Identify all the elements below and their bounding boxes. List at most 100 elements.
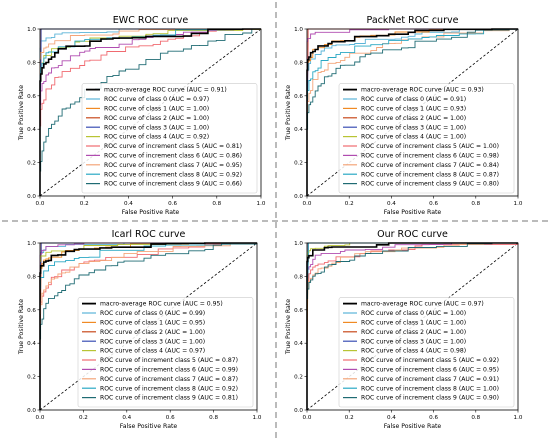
icarl-legend-entry-5: ROC curve of class 4 (AUC = 0.97) — [100, 348, 205, 355]
icarl-y-tick-label: 0.8 — [27, 274, 36, 280]
ewc-plot-frame — [39, 28, 262, 197]
icarl-y-tick-label: 0.2 — [27, 375, 36, 381]
packnet-legend-entry-10: ROC curve of increment class 9 (AUC = 0.… — [361, 181, 499, 188]
ewc-legend-entry-3: ROC curve of class 2 (AUC = 1.00) — [104, 115, 209, 122]
packnet-y-axis-label: True Positive Rate — [285, 85, 292, 141]
icarl-legend: macro-average ROC curve (AUC = 0.95) ROC … — [77, 297, 254, 408]
ewc-roc-line-10 — [39, 28, 261, 196]
ewc-y-tick-label: 0.4 — [27, 127, 36, 133]
ours-x-tick-label: 0.2 — [345, 415, 354, 421]
ewc-x-tick-label: 0.2 — [80, 201, 89, 207]
ewc-y-tick-label: 0.0 — [27, 194, 36, 200]
packnet-legend-entry-5: ROC curve of class 4 (AUC = 1.00) — [361, 134, 466, 141]
ours-roc-line-7 — [306, 242, 518, 410]
icarl-roc-line-10 — [39, 243, 258, 410]
ours-plot-frame — [306, 242, 519, 411]
packnet-x-tick-label: 0.8 — [471, 201, 480, 207]
ewc-x-tick-label: 0.4 — [124, 201, 133, 207]
icarl-y-axis-label: True Positive Rate — [18, 299, 25, 355]
ours-y-tick-label: 1.0 — [294, 241, 303, 247]
ewc-x-tick-label: 0.0 — [36, 201, 45, 207]
icarl-legend-entry-1: ROC curve of class 0 (AUC = 0.99) — [100, 310, 205, 317]
packnet-legend-entry-3: ROC curve of class 2 (AUC = 1.00) — [361, 115, 466, 122]
ewc-legend-entry-4: ROC curve of class 3 (AUC = 1.00) — [104, 124, 209, 131]
ours-legend-entry-4: ROC curve of class 3 (AUC = 1.00) — [361, 338, 466, 345]
icarl-roc-line-9 — [39, 242, 257, 410]
icarl-legend-entry-4: ROC curve of class 3 (AUC = 1.00) — [100, 338, 205, 345]
ewc-x-tick-label: 1.0 — [257, 201, 266, 207]
icarl-x-tick-label: 0.2 — [79, 415, 88, 421]
packnet-roc-line-1 — [306, 28, 518, 196]
packnet-x-tick-label: 1.0 — [514, 201, 523, 207]
ours-x-tick-label: 0.4 — [387, 415, 396, 421]
ours-legend-entry-10: ROC curve of increment class 9 (AUC = 0.… — [361, 395, 499, 402]
packnet-legend-entry-2: ROC curve of class 1 (AUC = 0.93) — [361, 106, 466, 113]
icarl-legend-entry-8: ROC curve of increment class 7 (AUC = 0.… — [100, 376, 238, 383]
icarl-roc-line-8 — [39, 242, 257, 410]
packnet-y-tick-label: 0.6 — [294, 94, 303, 100]
ours-x-axis-label: False Positive Rate — [384, 423, 442, 430]
icarl-x-tick-label: 1.0 — [253, 415, 262, 421]
ours-legend-entry-2: ROC curve of class 1 (AUC = 1.00) — [361, 320, 466, 327]
ewc-x-axis-label: False Positive Rate — [122, 209, 180, 216]
icarl-legend-entry-10: ROC curve of increment class 9 (AUC = 0.… — [100, 395, 238, 402]
icarl-y-tick-label: 1.0 — [27, 241, 36, 247]
ewc-legend-entry-10: ROC curve of increment class 9 (AUC = 0.… — [104, 181, 242, 188]
ours-legend-entry-9: ROC curve of increment class 8 (AUC = 1.… — [361, 385, 499, 392]
icarl-y-tick-label: 0.0 — [27, 408, 36, 414]
ours-y-tick-label: 0.6 — [294, 308, 303, 314]
icarl-x-axis-label: False Positive Rate — [120, 423, 178, 430]
ours-x-tick-label: 0.6 — [429, 415, 438, 421]
packnet-roc-line-8 — [306, 28, 518, 196]
icarl-x-tick-label: 0.6 — [166, 415, 175, 421]
packnet-chart-title: PackNet ROC curve — [367, 15, 459, 26]
ours-legend-entry-1: ROC curve of class 0 (AUC = 1.00) — [361, 310, 466, 317]
ewc-legend-entry-0: macro-average ROC curve (AUC = 0.91) — [104, 87, 227, 94]
ours-roc-chart: Our ROC curve 0.00.0 0.2 0.2 0.4 0.4 0.6 0.6 0.8… — [285, 229, 523, 430]
packnet-legend-entry-9: ROC curve of increment class 8 (AUC = 0.… — [361, 171, 499, 178]
ours-y-tick-label: 0.2 — [294, 375, 303, 381]
ours-x-tick-label: 1.0 — [514, 415, 523, 421]
packnet-roc-chart: PackNet ROC curve 0.00.0 0.2 0.2 0.4 0.4 0.6 0.… — [285, 15, 523, 216]
packnet-x-tick-label: 0.4 — [387, 201, 396, 207]
packnet-legend-box — [338, 83, 515, 194]
ours-x-tick-label: 0.8 — [471, 415, 480, 421]
ewc-legend-entry-7: ROC curve of increment class 6 (AUC = 0.… — [104, 153, 242, 160]
ewc-y-tick-label: 0.6 — [27, 94, 36, 100]
packnet-plot-frame — [306, 28, 519, 197]
icarl-roc-line-6 — [39, 242, 257, 410]
icarl-chart-title: Icarl ROC curve — [112, 229, 186, 240]
ewc-y-axis-label: True Positive Rate — [18, 85, 25, 141]
packnet-y-tick-label: 0.0 — [294, 194, 303, 200]
packnet-legend-entry-0: macro-average ROC curve (AUC = 0.93) — [361, 87, 484, 94]
icarl-legend-entry-3: ROC curve of class 2 (AUC = 1.00) — [100, 329, 205, 336]
ewc-legend-entry-1: ROC curve of class 0 (AUC = 0.97) — [104, 96, 209, 103]
ours-roc-line-8 — [306, 242, 518, 410]
packnet-legend-entry-1: ROC curve of class 0 (AUC = 0.91) — [361, 96, 466, 103]
ours-y-tick-label: 0.0 — [294, 408, 303, 414]
ours-legend-entry-3: ROC curve of class 2 (AUC = 1.00) — [361, 329, 466, 336]
packnet-y-tick-label: 0.8 — [294, 60, 303, 66]
packnet-roc-line-10 — [306, 28, 519, 196]
packnet-x-tick-label: 0.6 — [429, 201, 438, 207]
icarl-y-tick-label: 0.6 — [27, 308, 36, 314]
ewc-legend-entry-9: ROC curve of increment class 8 (AUC = 0.… — [104, 171, 242, 178]
packnet-y-tick-label: 0.4 — [294, 127, 303, 133]
ewc-legend-entry-6: ROC curve of increment class 5 (AUC = 0.… — [104, 143, 242, 150]
icarl-x-tick-label: 0.0 — [36, 415, 45, 421]
ewc-roc-line-5 — [39, 29, 262, 196]
ours-y-tick-label: 0.4 — [294, 341, 303, 347]
ewc-y-tick-label: 0.8 — [27, 60, 36, 66]
ours-y-tick-label: 0.8 — [294, 274, 303, 280]
ewc-chart-title: EWC ROC curve — [113, 15, 189, 26]
ewc-legend-entry-2: ROC curve of class 1 (AUC = 1.00) — [104, 106, 209, 113]
ewc-legend-entry-8: ROC curve of increment class 7 (AUC = 0.… — [104, 162, 242, 169]
ours-legend-entry-8: ROC curve of increment class 7 (AUC = 0.… — [361, 376, 499, 383]
ewc-legend-entry-5: ROC curve of class 4 (AUC = 0.92) — [104, 134, 209, 141]
icarl-legend-box — [77, 297, 254, 408]
ewc-chance-line — [39, 28, 262, 197]
icarl-legend-entry-9: ROC curve of increment class 8 (AUC = 0.… — [100, 385, 238, 392]
ours-legend-entry-7: ROC curve of increment class 6 (AUC = 0.… — [361, 367, 499, 374]
ours-legend: macro-average ROC curve (AUC = 0.97) ROC … — [338, 297, 515, 408]
